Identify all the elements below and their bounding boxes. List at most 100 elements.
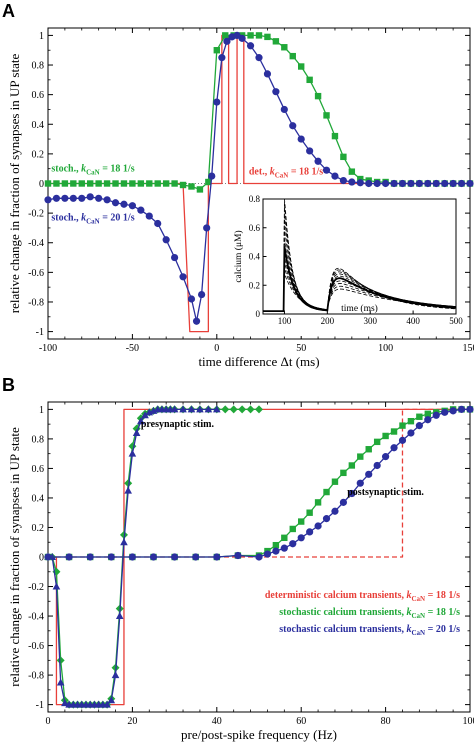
inset-x-tick-label-0: 100 xyxy=(278,316,292,326)
panel-a-series-2-point xyxy=(424,179,432,188)
panel-a-series-1-point xyxy=(162,180,170,187)
panel-a-series-1-point xyxy=(213,47,220,54)
panel-a-series-1-point xyxy=(179,181,187,189)
panel-a-series-2-point xyxy=(69,194,77,202)
panel-a-series-2-point xyxy=(466,179,474,188)
inset-y-tick-label-3: 0.6 xyxy=(249,223,261,233)
panel-b-series-5-point xyxy=(365,470,373,478)
panel-a-y-tick-label-6: 0.2 xyxy=(32,149,45,160)
panel-a-series-2-point xyxy=(179,273,187,281)
panel-a-annotation-0-prefix: stoch., xyxy=(51,164,81,175)
panel-a-series-1-point xyxy=(281,44,288,51)
inset-x-tick-label-4: 500 xyxy=(449,316,463,326)
inset-mean-transient xyxy=(263,246,457,313)
panel-a-annotation-2-rest: = 18 1/s xyxy=(288,167,323,178)
panel-a-x-tick-label-0: -100 xyxy=(39,343,57,354)
panel-b-series-3-point xyxy=(52,582,61,590)
panel-b-x-tick-label-1: 20 xyxy=(127,716,137,727)
inset-y-tick-label-2: 0.4 xyxy=(249,252,261,262)
panel-a-series-2-point xyxy=(238,34,246,42)
panel-b-series-5-point xyxy=(424,416,432,424)
panel-b-series-5-point xyxy=(255,553,263,561)
panel-b-series-5-point xyxy=(356,479,364,487)
panel-b-series-5-point xyxy=(348,489,356,498)
panel-b-series-5-point xyxy=(339,498,347,506)
panel-b-series-2-point xyxy=(124,479,133,488)
panel-a-series-2-point xyxy=(398,179,407,188)
panel-b-series-4-point xyxy=(314,499,322,506)
panel-a-y-tick-label-2: -0.6 xyxy=(28,268,44,279)
panel-b-series-5-point xyxy=(306,528,314,536)
panel-a-series-1-point xyxy=(323,112,330,119)
panel-b-legend-entry-0-sub: CaN xyxy=(412,595,426,603)
panel-a-y-axis-label: relative change in fraction of synapses … xyxy=(7,54,22,314)
panel-b-series-4-point xyxy=(331,478,339,485)
panel-b-series-3-point xyxy=(124,486,132,494)
panel-a-series-2-point xyxy=(78,194,86,202)
panel-a-series-2-point xyxy=(297,135,305,143)
panel-b-series-5-point xyxy=(373,461,381,470)
panel-a-series-1-point xyxy=(314,92,322,100)
panel-a-series-1-point xyxy=(357,175,364,183)
panel-b-series-5-point xyxy=(382,453,390,461)
panel-a-x-tick-label-1: -50 xyxy=(126,343,139,354)
panel-a-series-2-point xyxy=(145,212,153,220)
inset-y-tick-label-0: 0 xyxy=(256,309,261,319)
panel-a-series-2-point xyxy=(306,147,314,155)
panel-b-x-tick-label-2: 40 xyxy=(212,716,222,727)
panel-a-series-1-point xyxy=(95,180,102,187)
panel-b-legend-entry-2: stochastic calcium transients, kCaN = 20… xyxy=(279,624,460,637)
panel-b-series-5-point xyxy=(331,507,339,515)
panel-a-label: A xyxy=(2,1,15,21)
panel-b-y-tick-label-2: -0.6 xyxy=(28,641,44,652)
panel-a-series-1-point xyxy=(222,32,229,39)
panel-b-x-tick-label-5: 100 xyxy=(463,716,474,727)
panel-b-series-5-point xyxy=(441,408,449,416)
panel-a-series-1-point xyxy=(61,180,69,187)
panel-b-legend-entry-1: stochastic calcium transients, kCaN = 18… xyxy=(279,607,460,620)
panel-a-series-1-point xyxy=(146,180,153,187)
panel-b-series-5-point xyxy=(415,422,423,430)
panel-a-series-1-point xyxy=(331,132,339,140)
panel-b-series-3-point xyxy=(204,405,213,413)
panel-b-series-4-point xyxy=(289,525,296,533)
panel-b-series-5-point xyxy=(289,540,297,548)
panel-a-series xyxy=(44,31,474,333)
panel-a-series-2-point xyxy=(223,37,231,45)
panel-a-y-tick-label-0: -1 xyxy=(36,327,44,338)
inset-stochastic-transient xyxy=(263,267,457,312)
panel-a-series-2-point xyxy=(44,196,52,204)
panel-a-series-2-point xyxy=(120,200,128,208)
panel-a-series-2-point xyxy=(192,317,201,325)
panel-b-series-5-point xyxy=(390,444,398,452)
panel-a-series-1-point xyxy=(112,180,119,187)
panel-a-y-tick-label-8: 0.6 xyxy=(32,90,45,101)
panel-b-series-4-point xyxy=(399,422,406,429)
panel-a-series-2-point xyxy=(52,194,61,202)
panel-b-y-axis-label: relative change in fraction of synapses … xyxy=(7,427,22,687)
panel-b-series-5-point xyxy=(314,522,322,530)
panel-b-label: B xyxy=(2,375,15,395)
panel-a-series-2-point xyxy=(382,179,390,188)
panel-a-annotation-1: stoch., kCaN = 20 1/s xyxy=(51,213,134,226)
panel-a-series-2-point xyxy=(289,122,297,130)
panel-b-series-5-point xyxy=(398,436,407,444)
panel-a-series-2-point xyxy=(314,157,322,165)
panel-a-series-1-point xyxy=(306,76,313,84)
panel-a-series-1-point xyxy=(196,186,204,193)
panel-b-series-4-point xyxy=(306,509,313,516)
panel-a-series-2-point xyxy=(86,193,94,201)
panel-b-series-3-point xyxy=(120,538,128,546)
panel-b-y-tick-label-9: 0.8 xyxy=(32,434,45,445)
panel-a-series-2-point xyxy=(171,253,179,262)
panel-b-legend-entry-1-k: k xyxy=(407,607,412,618)
panel-b-series-4-point xyxy=(390,428,398,435)
panel-b-series-3-point xyxy=(61,699,69,707)
panel-b-legend-entry-2-k: k xyxy=(407,624,412,635)
panel-b-series-5-point xyxy=(449,407,457,415)
panel-b-series-4-point xyxy=(348,462,356,469)
panel-a-series-1-point xyxy=(298,63,305,70)
panel-a-y-tick-label-4: -0.2 xyxy=(28,209,44,220)
panel-a-series-1-point xyxy=(348,168,356,175)
